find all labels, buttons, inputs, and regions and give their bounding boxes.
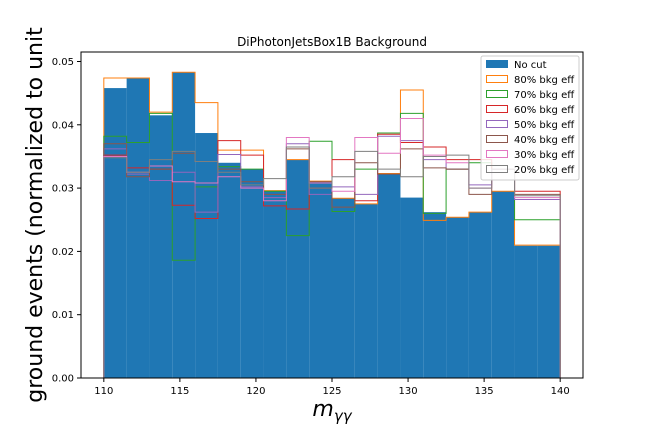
- legend-swatch-70-bkg-eff: [486, 90, 508, 98]
- bar-no-cut-11: [354, 203, 378, 378]
- legend-label-30-bkg-eff: 30% bkg eff: [514, 150, 575, 161]
- x-tick-label: 120: [246, 386, 265, 397]
- legend-label-70-bkg-eff: 70% bkg eff: [514, 90, 575, 101]
- bar-no-cut-13: [400, 197, 424, 378]
- step-line-20-bkg-eff: [103, 146, 561, 378]
- y-axis: 0.00 0.01 0.02 0.03 0.04 0.05: [52, 57, 81, 385]
- x-axis: 110 115 120 125 130 135 140: [94, 378, 570, 397]
- y-tick-label: 0.01: [52, 310, 74, 321]
- bar-no-cut-1: [126, 77, 150, 378]
- bar-no-cut-7: [263, 190, 287, 378]
- bar-no-cut-8: [286, 159, 310, 378]
- y-tick-label: 0.05: [52, 57, 74, 68]
- x-axis-label: mγγ: [312, 397, 352, 425]
- x-tick-label: 125: [322, 386, 341, 397]
- x-axis-label-subscript: γγ: [334, 407, 353, 425]
- y-tick-label: 0.00: [52, 374, 74, 385]
- bar-no-cut-3: [172, 72, 196, 378]
- bar-no-cut-16: [468, 212, 492, 378]
- bar-no-cut-10: [332, 198, 355, 378]
- chart-title: DiPhotonJetsBox1B Background: [237, 35, 427, 49]
- legend-box: [480, 55, 580, 181]
- legend-label-no-cut: No cut: [514, 60, 547, 71]
- y-axis-label: ground events (normalized to unit: [23, 27, 48, 403]
- bar-no-cut-18: [514, 245, 538, 378]
- bar-no-cut-12: [377, 173, 401, 378]
- legend-label-20-bkg-eff: 20% bkg eff: [514, 165, 575, 176]
- legend: No cut 80% bkg eff 70% bkg eff 60% bkg eff 5…: [480, 55, 580, 181]
- bar-no-cut-2: [149, 115, 173, 379]
- legend-label-60-bkg-eff: 60% bkg eff: [514, 105, 575, 116]
- bar-no-cut-15: [446, 217, 469, 378]
- legend-label-50-bkg-eff: 50% bkg eff: [514, 120, 575, 131]
- legend-swatch-no-cut: [486, 60, 508, 68]
- x-tick-label: 115: [170, 386, 189, 397]
- y-tick-label: 0.02: [52, 247, 74, 258]
- bar-no-cut-6: [240, 169, 264, 378]
- legend-swatch-60-bkg-eff: [486, 105, 508, 113]
- bar-no-cut-0: [103, 88, 127, 379]
- step-series-lines: [103, 71, 561, 378]
- step-line-70-bkg-eff: [103, 112, 561, 378]
- bar-no-cut-17: [491, 191, 515, 378]
- legend-swatch-20-bkg-eff: [486, 165, 508, 173]
- legend-label-40-bkg-eff: 40% bkg eff: [514, 135, 575, 146]
- legend-swatch-30-bkg-eff: [486, 150, 508, 158]
- x-axis-label-base: m: [312, 397, 333, 422]
- legend-swatch-40-bkg-eff: [486, 135, 508, 143]
- x-tick-label: 135: [475, 386, 494, 397]
- x-tick-label: 110: [94, 386, 113, 397]
- x-tick-label: 130: [399, 386, 418, 397]
- y-tick-label: 0.03: [52, 184, 74, 195]
- legend-swatch-50-bkg-eff: [486, 120, 508, 128]
- bar-no-cut-14: [423, 212, 447, 378]
- bar-no-cut-4: [195, 133, 218, 378]
- bar-no-cut-9: [309, 181, 332, 378]
- y-tick-label: 0.04: [52, 120, 74, 131]
- bar-no-cut-5: [217, 162, 241, 378]
- no-cut-bars: [103, 72, 561, 379]
- bar-no-cut-19: [537, 245, 561, 378]
- legend-label-80-bkg-eff: 80% bkg eff: [514, 75, 575, 86]
- legend-swatch-80-bkg-eff: [486, 75, 508, 83]
- x-tick-label: 140: [551, 386, 570, 397]
